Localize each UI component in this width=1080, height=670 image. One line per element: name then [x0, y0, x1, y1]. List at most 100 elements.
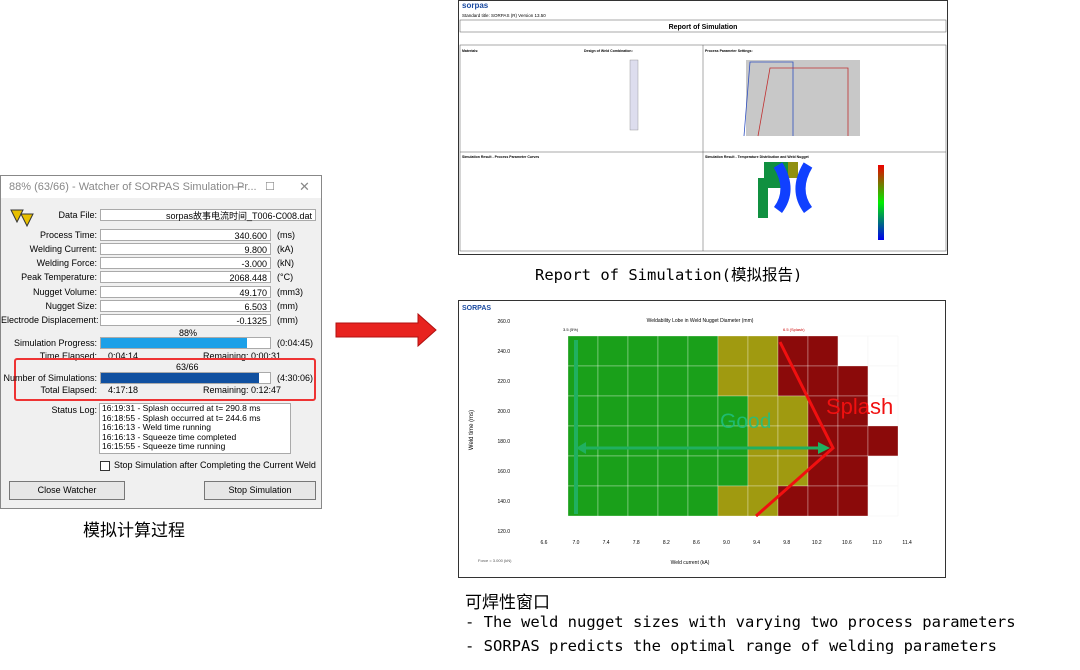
lobe-cell	[867, 455, 899, 487]
lobe-cell	[747, 335, 779, 367]
lobe-cell	[657, 485, 689, 517]
lobe-cell	[867, 335, 899, 367]
lobe-cell	[837, 425, 869, 457]
stop-simulation-button[interactable]: Stop Simulation	[204, 481, 316, 500]
lobe-cell	[567, 395, 599, 427]
field-unit: (ms)	[277, 230, 295, 240]
force-label: Force = 3.000 (kN)	[478, 558, 512, 563]
field-label: Electrode Displacement:	[1, 315, 99, 325]
lobe-cell	[837, 455, 869, 487]
status-log[interactable]: 16:19:31 - Splash occurred at t= 290.8 m…	[99, 403, 291, 454]
lobe-cell	[837, 395, 869, 427]
lobe-cell	[597, 455, 629, 487]
lobe-cell	[687, 425, 719, 457]
x-tick-label: 8.6	[693, 540, 700, 546]
lobe-cell	[657, 395, 689, 427]
y-tick-label: 140.0	[497, 499, 510, 505]
progress-bar	[100, 337, 271, 349]
splash-line-label: 6.5 (Splash)	[783, 327, 805, 332]
maximize[interactable]: ☐	[265, 181, 275, 193]
x-tick-label: 7.8	[633, 540, 640, 546]
field-value: sorpas故事电流时间_T006-C008.dat	[100, 209, 316, 221]
elapsed: 0:04:14	[108, 351, 139, 361]
lobe-cell	[627, 365, 659, 397]
field-label: Nugget Volume:	[32, 287, 97, 297]
report-caption: Report of Simulation(模拟报告)	[535, 266, 803, 284]
close-watcher-button[interactable]: Close Watcher	[9, 481, 125, 500]
field-unit: (mm)	[277, 301, 298, 311]
lobe-cell	[777, 335, 809, 367]
y-tick-label: 260.0	[497, 319, 510, 325]
lobe-cell	[657, 365, 689, 397]
lobe-cell	[747, 395, 779, 427]
note: - The weld nugget sizes with varying two…	[465, 613, 1016, 631]
y-tick-label: 200.0	[497, 409, 510, 415]
minimize[interactable]: —	[233, 181, 244, 193]
remaining-label: Remaining:	[203, 351, 249, 361]
field-label: Welding Force:	[36, 258, 97, 268]
sim-count: 63/66	[176, 362, 199, 372]
lobe-cell	[867, 425, 899, 457]
field-value: 9.800	[100, 243, 271, 255]
field-label: Data File:	[58, 210, 97, 220]
lobe-cell	[717, 485, 749, 517]
x-tick-label: 9.0	[723, 540, 730, 546]
splash-label: Splash	[826, 394, 893, 419]
app-icon	[10, 209, 34, 228]
panel-title: Process Parameter Settings:	[705, 49, 753, 53]
lobe-cell	[567, 485, 599, 517]
field-unit: (kA)	[277, 244, 294, 254]
report-thumbnail: sorpas Standard title: SORPAS (R) Versio…	[458, 0, 948, 255]
lobe-title: Weldability Lobe in Weld Nugget Diameter…	[647, 318, 754, 324]
lobe-cell	[747, 425, 779, 457]
y-label: Weld time (ms)	[469, 410, 475, 450]
total-remaining: 0:12:47	[251, 385, 282, 395]
watcher-caption: 模拟计算过程	[83, 521, 185, 540]
lobe-cell	[807, 455, 839, 487]
lobe-cell	[627, 335, 659, 367]
checkbox[interactable]	[100, 461, 110, 471]
lobe-cell	[837, 485, 869, 517]
sims-total: (4:30:06)	[277, 373, 314, 383]
progress-percent: 88%	[179, 328, 198, 338]
lobe-cell	[867, 365, 899, 397]
y-tick-label: 240.0	[497, 349, 510, 355]
log-line: 16:16:13 - Weld time running	[102, 422, 211, 432]
lobe-cell	[717, 425, 749, 457]
lobe-cell	[597, 365, 629, 397]
field-label: Welding Current:	[29, 244, 97, 254]
lobe-cell	[717, 395, 749, 427]
sims-label: Number of Simulations:	[3, 373, 97, 383]
sims-bar	[100, 372, 271, 384]
watcher-window: 88% (63/66) - Watcher of SORPAS Simulati…	[0, 175, 322, 509]
x-tick-label: 7.4	[603, 540, 610, 546]
lobe-logo: SORPAS	[462, 305, 491, 312]
lobe-cell	[627, 485, 659, 517]
lobe-cell	[777, 395, 809, 427]
x-tick-label: 11.4	[902, 540, 912, 546]
good-label: Good	[720, 410, 771, 433]
lobe-cell	[687, 455, 719, 487]
field-unit: (mm3)	[277, 287, 303, 297]
x-tick-label: 9.4	[753, 540, 760, 546]
x-tick-label: 7.0	[573, 540, 580, 546]
field-value: -3.000	[100, 257, 271, 269]
remaining: 0:00:31	[251, 351, 282, 361]
lobe-chart: SORPAS Weldability Lobe in Weld Nugget D…	[458, 300, 946, 578]
lobe-cell	[657, 425, 689, 457]
x-tick-label: 10.6	[842, 540, 852, 546]
panel-title: Simulation Result - Process Parameter Cu…	[462, 155, 539, 159]
field-value: 49.170	[100, 286, 271, 298]
close[interactable]: ✕	[299, 179, 310, 194]
lobe-cell	[687, 395, 719, 427]
field-label: Peak Temperature:	[21, 272, 97, 282]
log-line: 16:15:55 - Squeeze time running	[102, 441, 226, 451]
field-unit: (kN)	[277, 258, 294, 268]
x-tick-label: 8.2	[663, 540, 670, 546]
total-remaining-label: Remaining:	[203, 385, 249, 395]
lobe-cell	[627, 425, 659, 457]
report-header: Standard title: SORPAS (R) Version 13.50	[462, 13, 546, 18]
lobe-cell	[747, 455, 779, 487]
total-elapsed-label: Total Elapsed:	[40, 385, 97, 395]
